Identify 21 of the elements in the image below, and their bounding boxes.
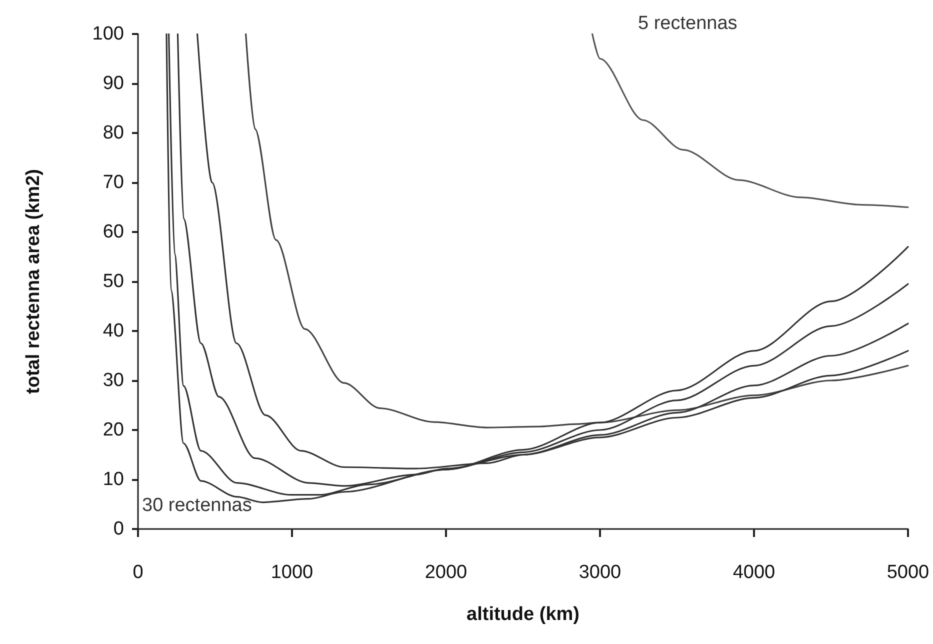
y-tick-label: 50 bbox=[102, 271, 124, 292]
y-tick-label: 100 bbox=[92, 24, 124, 44]
x-tick-label: 4000 bbox=[732, 562, 776, 583]
y-tick-label: 0 bbox=[113, 518, 124, 540]
x-tick-label: 0 bbox=[132, 562, 144, 583]
y-tick-label: 10 bbox=[102, 469, 124, 490]
x-tick-label: 3000 bbox=[578, 562, 622, 583]
y-tick-label: 90 bbox=[102, 73, 124, 94]
y-tick-label: 20 bbox=[102, 420, 124, 440]
x-tick-label: 2000 bbox=[424, 562, 468, 583]
x-axis-title: altitude (km) bbox=[466, 604, 580, 625]
text: 5 rectennas bbox=[638, 13, 738, 34]
x-tick-label: 5000 bbox=[886, 562, 930, 583]
y-tick-label: 30 bbox=[102, 370, 124, 391]
y-tick-label: 60 bbox=[102, 222, 124, 242]
x-tick-label: 1000 bbox=[270, 562, 314, 583]
y-tick-label: 80 bbox=[102, 122, 124, 144]
y-tick-label: 70 bbox=[102, 172, 124, 193]
annotation: 30 rectennas bbox=[142, 495, 252, 516]
y-tick-label: 40 bbox=[102, 320, 124, 342]
y-axis-title: total rectenna area (km2) bbox=[23, 169, 44, 394]
